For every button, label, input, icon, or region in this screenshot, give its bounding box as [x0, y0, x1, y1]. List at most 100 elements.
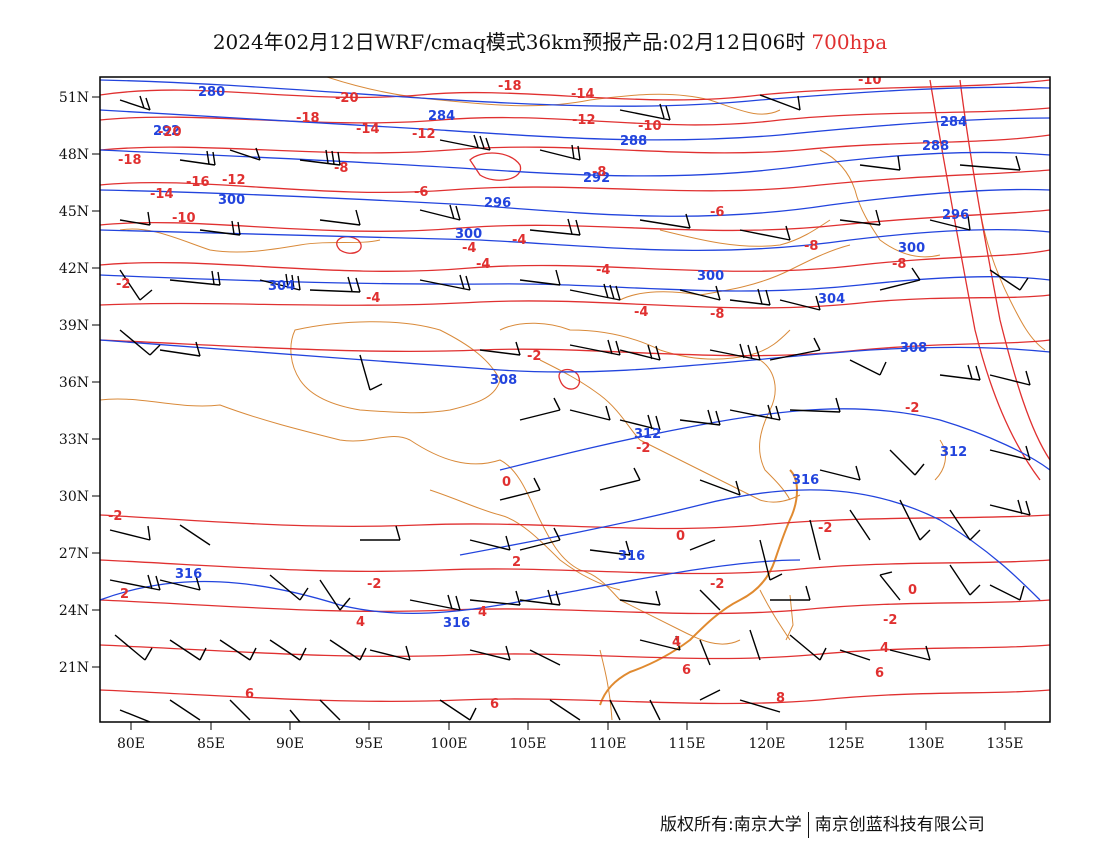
temperature-label: -4: [596, 263, 610, 278]
temperature-label: 4: [672, 635, 681, 650]
lat-tick-label: 21N: [59, 660, 89, 676]
geopotential-label: 304: [818, 292, 845, 307]
temperature-label: 8: [776, 691, 785, 706]
lon-tick-label: 120E: [749, 736, 786, 752]
lat-tick-label: 27N: [59, 546, 89, 562]
geopotential-label: 284: [428, 109, 455, 124]
lon-tick-label: 100E: [431, 736, 468, 752]
temperature-label: 6: [875, 666, 884, 681]
temperature-label: -12: [572, 113, 596, 128]
lat-tick-label: 36N: [59, 375, 89, 391]
lon-tick-label: 80E: [117, 736, 145, 752]
temperature-label: -2: [883, 613, 897, 628]
geopotential-label: 300: [218, 193, 245, 208]
geopotential-label: 308: [900, 341, 927, 356]
geopotential-label: 280: [198, 85, 225, 100]
lon-tick-label: 115E: [669, 736, 706, 752]
geopotential-label: 316: [618, 549, 645, 564]
geopotential-label: 316: [175, 567, 202, 582]
temperature-label: 0: [908, 583, 917, 598]
temperature-label: -18: [296, 111, 320, 126]
temperature-label: -16: [186, 175, 210, 190]
temperature-label: -2: [108, 509, 122, 524]
geopotential-label: 296: [942, 208, 969, 223]
geopotential-label: 296: [484, 196, 511, 211]
temperature-label: 0: [676, 529, 685, 544]
temperature-label: -4: [462, 241, 476, 256]
temperature-label: -14: [571, 87, 595, 102]
temperature-label: -6: [710, 205, 724, 220]
temperature-label: -18: [118, 153, 142, 168]
temperature-label: -10: [638, 119, 662, 134]
temperature-label: -6: [414, 185, 428, 200]
lat-tick-label: 30N: [59, 489, 89, 505]
temperature-label: -20: [335, 91, 359, 106]
temperature-label: 0: [502, 475, 511, 490]
geopotential-label: 312: [940, 445, 967, 460]
geopotential-label: 288: [620, 134, 647, 149]
lat-tick-label: 24N: [59, 603, 89, 619]
lat-tick-label: 39N: [59, 318, 89, 334]
temperature-label: -4: [476, 257, 490, 272]
geopotential-label: 300: [898, 241, 925, 256]
lat-tick-label: 42N: [59, 261, 89, 277]
copyright-owner: 版权所有:南京大学: [660, 815, 802, 835]
temperature-label: -2: [710, 577, 724, 592]
temperature-label: -2: [818, 521, 832, 536]
geopotential-label: 300: [455, 227, 482, 242]
temperature-label: -2: [527, 349, 541, 364]
temperature-label: 6: [245, 687, 254, 702]
copyright-company: 南京创蓝科技有限公司: [815, 815, 985, 835]
temperature-label: 4: [880, 641, 889, 656]
temperature-label: -10: [858, 73, 882, 88]
temperature-label: -8: [892, 257, 906, 272]
geopotential-label: 304: [268, 279, 295, 294]
lon-tick-label: 95E: [355, 736, 383, 752]
temperature-label: -8: [334, 161, 348, 176]
temperature-label: -12: [222, 173, 246, 188]
temperature-label: -2: [116, 277, 130, 292]
temperature-label: -8: [592, 165, 606, 180]
temperature-label: -14: [150, 187, 174, 202]
temperature-label: -18: [498, 79, 522, 94]
temperature-label: -12: [412, 127, 436, 142]
copyright-notice: 版权所有:南京大学 南京创蓝科技有限公司: [660, 810, 985, 838]
temperature-label: -8: [710, 307, 724, 322]
temperature-label: 6: [682, 663, 691, 678]
copyright-divider: [808, 812, 809, 838]
temperature-label: -2: [905, 401, 919, 416]
temperature-label: -20: [158, 125, 182, 140]
temperature-label: -14: [356, 122, 380, 137]
temperature-label: -8: [804, 239, 818, 254]
temperature-label: -4: [366, 291, 380, 306]
geopotential-label: 308: [490, 373, 517, 388]
lat-tick-label: 45N: [59, 204, 89, 220]
lon-tick-label: 130E: [908, 736, 945, 752]
temperature-label: -4: [512, 233, 526, 248]
lat-tick-label: 48N: [59, 147, 89, 163]
temperature-label: 2: [120, 587, 129, 602]
lon-tick-label: 90E: [276, 736, 304, 752]
lon-tick-label: 105E: [510, 736, 547, 752]
geopotential-label: 316: [443, 616, 470, 631]
geopotential-label: 288: [922, 139, 949, 154]
temperature-label: 2: [512, 555, 521, 570]
border-lines: [100, 60, 1045, 720]
lon-tick-label: 125E: [828, 736, 865, 752]
geopotential-label: 284: [940, 115, 967, 130]
temperature-label: -2: [367, 577, 381, 592]
geopotential-label: 312: [634, 427, 661, 442]
lat-tick-label: 33N: [59, 432, 89, 448]
lat-tick-label: 51N: [59, 90, 89, 106]
lon-tick-label: 135E: [987, 736, 1024, 752]
temperature-label: 4: [356, 615, 365, 630]
temperature-label: 4: [478, 605, 487, 620]
latitude-axis: 51N 48N 45N 42N 39N 36N 33N 30N 27N 24N …: [59, 90, 100, 676]
temperature-label: -10: [172, 211, 196, 226]
longitude-axis: 80E 85E 90E 95E 100E 105E 110E 115E 120E…: [117, 722, 1024, 752]
lon-tick-label: 110E: [590, 736, 627, 752]
lon-tick-label: 85E: [197, 736, 225, 752]
temperature-label: -4: [634, 305, 648, 320]
geopotential-label: 316: [792, 473, 819, 488]
